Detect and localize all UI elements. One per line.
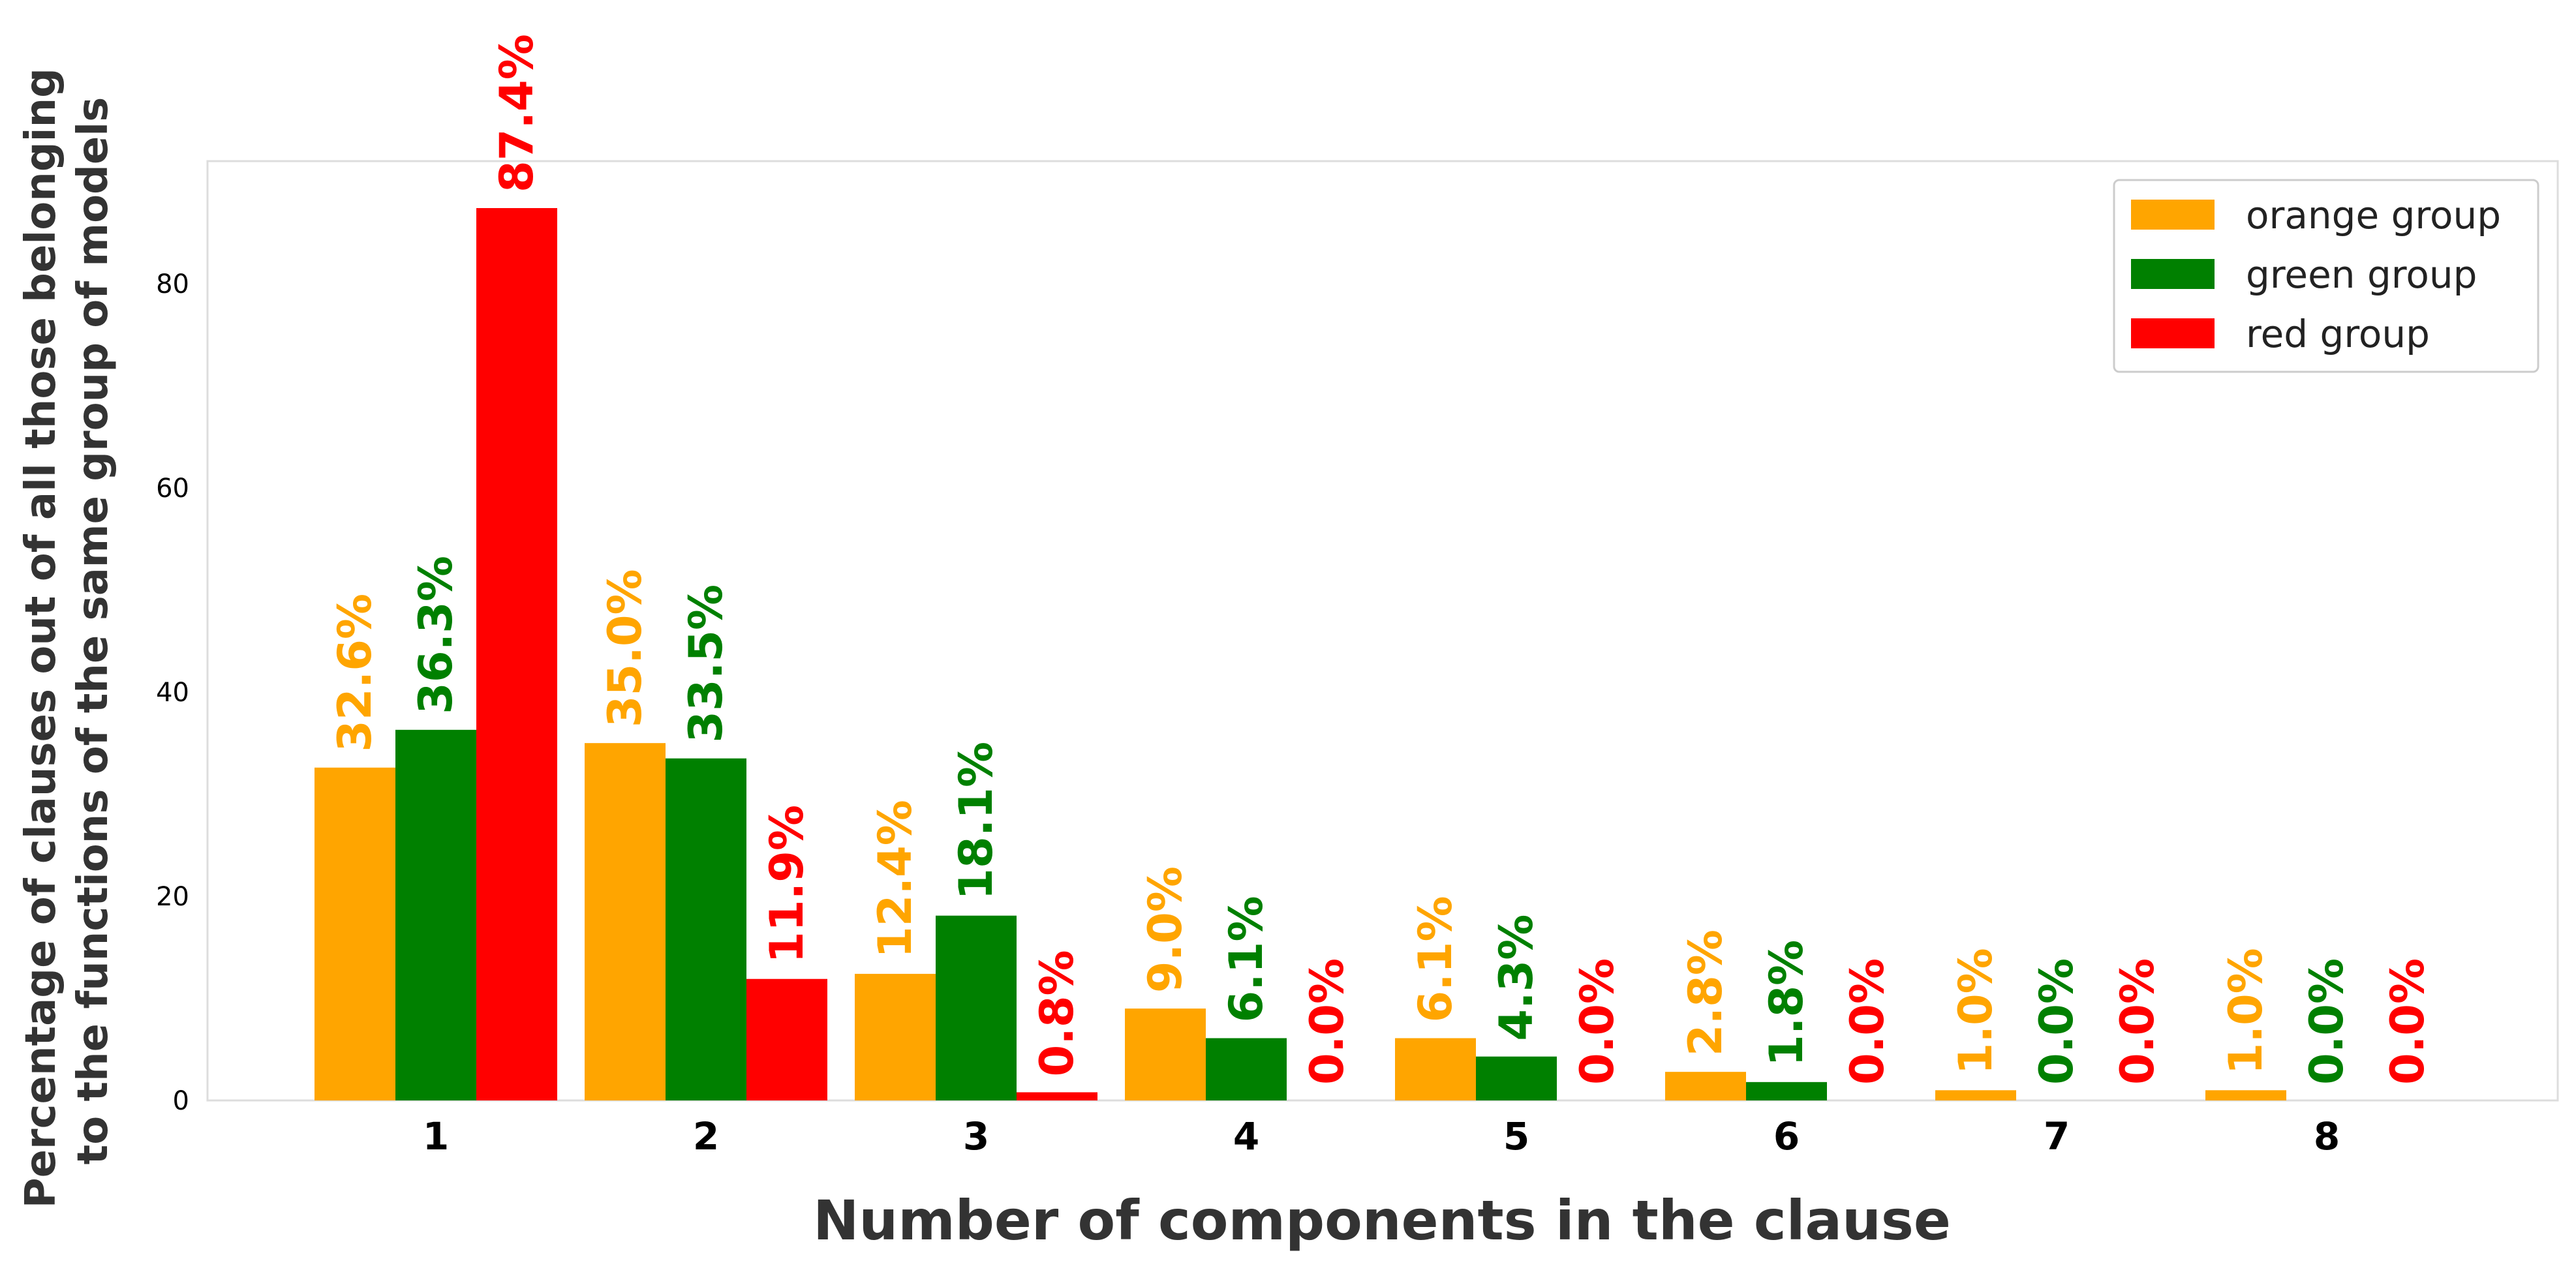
x-tick-label: 2 xyxy=(693,1114,719,1158)
y-axis-title-line-1: Percentage of clauses out of all those b… xyxy=(17,68,65,1208)
y-tick-label: 40 xyxy=(156,678,189,708)
legend-swatch-red xyxy=(2131,318,2215,348)
bar xyxy=(746,978,827,1100)
y-ticks: 0 20 40 60 80 xyxy=(156,269,189,1116)
bar-value-label: 9.0% xyxy=(1139,866,1192,993)
bar-value-label: 1.0% xyxy=(2219,948,2273,1074)
bar-value-label: 0.0% xyxy=(2300,958,2354,1085)
bar xyxy=(936,915,1017,1100)
bar-value-label: 1.8% xyxy=(1760,940,1813,1067)
bar xyxy=(855,973,936,1100)
y-axis-title-line-2: to the functions of the same group of mo… xyxy=(69,97,117,1165)
y-tick-label: 0 xyxy=(173,1086,189,1116)
bar-value-label: 4.3% xyxy=(1490,915,1543,1041)
bar-value-label: 2.8% xyxy=(1679,930,1732,1056)
bar-value-label: 0.0% xyxy=(2030,958,2083,1085)
bar-value-label: 33.5% xyxy=(679,584,733,743)
bar xyxy=(1206,1038,1287,1100)
x-tick-label: 1 xyxy=(423,1114,449,1158)
legend: orange group green group red group xyxy=(2113,179,2539,373)
bar xyxy=(1017,1092,1097,1100)
bar-value-label: 0.0% xyxy=(1841,958,1894,1085)
bar xyxy=(1746,1082,1827,1100)
bar-value-label: 87.4% xyxy=(490,34,544,192)
x-ticks: 1 2 3 4 5 6 7 8 xyxy=(423,1114,2340,1158)
bar xyxy=(314,767,395,1100)
y-tick-label: 80 xyxy=(156,269,189,299)
bar xyxy=(1125,1008,1206,1100)
bar-value-label: 18.1% xyxy=(949,742,1003,900)
legend-label-orange: orange group xyxy=(2246,193,2501,237)
legend-label-green: green group xyxy=(2246,252,2477,297)
legend-swatch-orange xyxy=(2131,200,2215,230)
bar-value-label: 0.0% xyxy=(2111,958,2164,1085)
bar-value-label: 0.8% xyxy=(1030,950,1084,1076)
bar-value-label: 11.9% xyxy=(760,805,814,963)
bar xyxy=(1476,1056,1557,1100)
bar xyxy=(1935,1090,2016,1100)
bar xyxy=(2205,1090,2286,1100)
bar xyxy=(395,729,476,1100)
x-axis-title: Number of components in the clause xyxy=(813,1189,1951,1252)
bar xyxy=(1395,1038,1476,1100)
x-tick-label: 5 xyxy=(1503,1114,1529,1158)
bar-value-label: 12.4% xyxy=(868,800,922,958)
bar-value-label: 6.1% xyxy=(1219,896,1273,1022)
bar xyxy=(585,743,666,1100)
y-tick-label: 60 xyxy=(156,474,189,504)
plot-frame xyxy=(206,160,2559,1102)
bar-value-label: 0.0% xyxy=(1571,958,1624,1085)
bar-value-labels: 32.6% 35.0% 12.4% 9.0% 6.1% 2.8% 1.0% 1.0% 36.3%… xyxy=(328,34,2434,1085)
legend-swatch-green xyxy=(2131,259,2215,289)
bar-value-label: 32.6% xyxy=(328,594,382,752)
legend-frame xyxy=(2113,179,2539,373)
bar-value-label: 0.0% xyxy=(1300,958,1354,1085)
bar xyxy=(1665,1072,1746,1100)
bar-value-label: 6.1% xyxy=(1409,896,1462,1022)
x-tick-label: 4 xyxy=(1233,1114,1259,1158)
bar xyxy=(666,758,746,1100)
bar-value-label: 0.0% xyxy=(2381,958,2434,1085)
bar xyxy=(476,208,557,1100)
bars xyxy=(314,208,2286,1100)
bar-value-label: 1.0% xyxy=(1949,948,2002,1074)
y-axis-title: Percentage of clauses out of all those b… xyxy=(17,53,117,1209)
legend-label-red: red group xyxy=(2246,312,2430,356)
x-tick-label: 6 xyxy=(1773,1114,1800,1158)
bar-value-label: 35.0% xyxy=(598,569,652,727)
x-tick-label: 7 xyxy=(2044,1114,2070,1158)
bar-value-label: 36.3% xyxy=(409,556,463,714)
y-tick-label: 20 xyxy=(156,882,189,912)
x-tick-label: 8 xyxy=(2314,1114,2340,1158)
x-tick-label: 3 xyxy=(963,1114,989,1158)
